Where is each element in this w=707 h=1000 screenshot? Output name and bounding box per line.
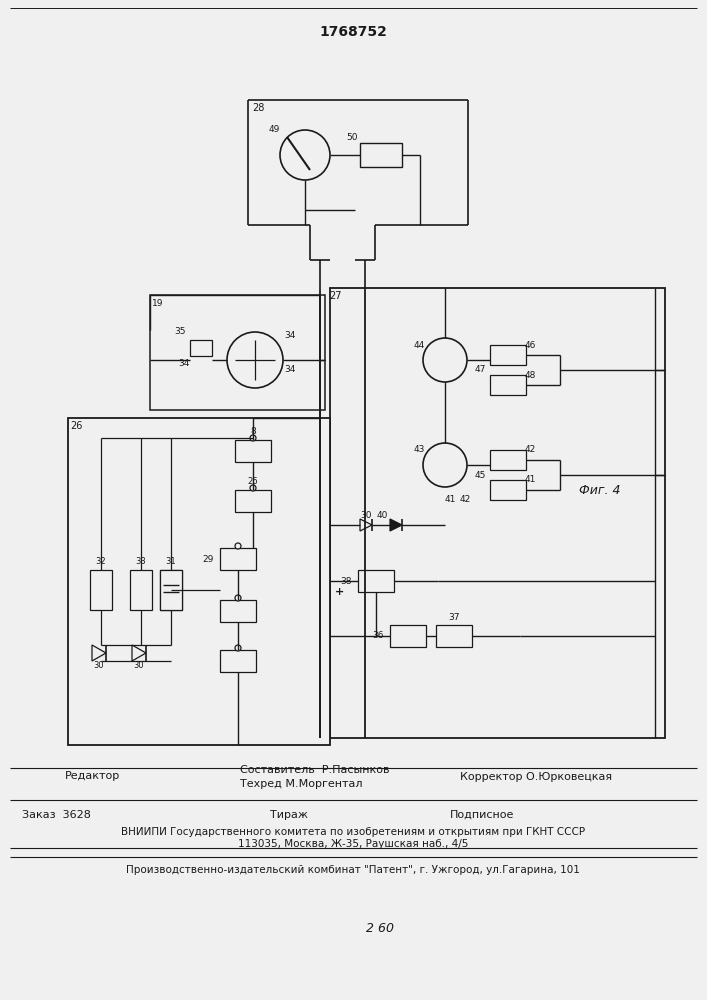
Text: 30: 30 (361, 510, 372, 520)
Text: 27: 27 (329, 291, 342, 301)
Polygon shape (360, 519, 372, 531)
Text: 34: 34 (284, 330, 296, 340)
Text: Редактор: Редактор (65, 771, 120, 781)
Text: 42: 42 (460, 495, 471, 504)
Text: Техред М.Моргентал: Техред М.Моргентал (240, 779, 363, 789)
Text: 50: 50 (346, 133, 358, 142)
Text: ВНИИПИ Государственного комитета по изобретениям и открытиям при ГКНТ СССР: ВНИИПИ Государственного комитета по изоб… (121, 827, 585, 837)
Text: Корректор О.Юрковецкая: Корректор О.Юрковецкая (460, 772, 612, 782)
Text: 8: 8 (250, 428, 256, 436)
Text: 26: 26 (247, 478, 258, 487)
Polygon shape (390, 519, 402, 531)
Text: 46: 46 (525, 340, 536, 350)
Text: 34: 34 (178, 359, 189, 367)
Text: 2 60: 2 60 (366, 922, 394, 934)
Text: 36: 36 (373, 632, 384, 641)
Circle shape (423, 443, 467, 487)
Text: 26: 26 (70, 421, 82, 431)
Text: 19: 19 (152, 298, 164, 308)
Text: +: + (335, 587, 344, 597)
Text: 33: 33 (136, 558, 146, 566)
Circle shape (235, 595, 241, 601)
Bar (490, 450, 526, 470)
Bar (235, 490, 271, 512)
Text: Фиг. 4: Фиг. 4 (579, 484, 621, 496)
Bar (160, 570, 182, 610)
Text: Составитель  Р.Пасынков: Составитель Р.Пасынков (240, 765, 390, 775)
Text: 35: 35 (174, 328, 186, 336)
Bar (235, 440, 271, 462)
Bar (390, 625, 426, 647)
Polygon shape (132, 645, 146, 661)
Bar (220, 650, 256, 672)
Bar (360, 143, 402, 167)
Bar (490, 375, 526, 395)
Circle shape (227, 332, 283, 388)
Text: Подписное: Подписное (450, 810, 515, 820)
Text: Тираж: Тираж (270, 810, 308, 820)
Bar (330, 288, 665, 738)
Text: 41: 41 (444, 495, 456, 504)
Text: 48: 48 (525, 370, 536, 379)
Polygon shape (92, 645, 106, 661)
Text: 32: 32 (95, 558, 106, 566)
Circle shape (423, 338, 467, 382)
Bar (490, 480, 526, 500)
Circle shape (250, 485, 256, 491)
Bar (490, 345, 526, 365)
Text: 49: 49 (269, 125, 280, 134)
Text: 113035, Москва, Ж-35, Раушская наб., 4/5: 113035, Москва, Ж-35, Раушская наб., 4/5 (238, 839, 468, 849)
Bar (358, 570, 394, 592)
Text: 41: 41 (525, 476, 536, 485)
Text: 29: 29 (202, 554, 214, 564)
Bar (150, 295, 325, 410)
Text: 28: 28 (252, 103, 264, 113)
Text: 40: 40 (376, 510, 387, 520)
Circle shape (250, 435, 256, 441)
Text: 30: 30 (94, 660, 105, 670)
Bar (130, 570, 152, 610)
Text: 34: 34 (284, 365, 296, 374)
Circle shape (235, 645, 241, 651)
Text: 47: 47 (474, 365, 486, 374)
Circle shape (235, 543, 241, 549)
Text: 44: 44 (414, 340, 425, 350)
Bar (220, 548, 256, 570)
Text: Производственно-издательский комбинат "Патент", г. Ужгород, ул.Гагарина, 101: Производственно-издательский комбинат "П… (126, 865, 580, 875)
Bar (190, 340, 212, 356)
Text: 1768752: 1768752 (319, 25, 387, 39)
Bar (68, 418, 330, 745)
Text: Заказ  3628: Заказ 3628 (22, 810, 91, 820)
Text: 31: 31 (165, 558, 176, 566)
Text: 30: 30 (134, 660, 144, 670)
Text: 45: 45 (474, 471, 486, 480)
Bar (220, 600, 256, 622)
Circle shape (280, 130, 330, 180)
Text: 38: 38 (340, 576, 352, 585)
Text: 42: 42 (525, 446, 536, 454)
Text: 37: 37 (448, 612, 460, 621)
Bar (160, 570, 182, 610)
Bar (436, 625, 472, 647)
Bar (90, 570, 112, 610)
Text: 43: 43 (414, 446, 425, 454)
